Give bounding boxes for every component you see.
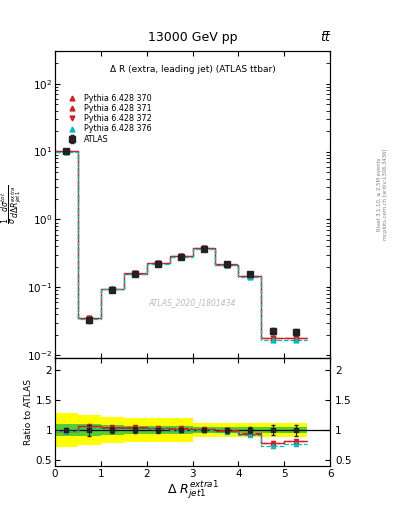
Pythia 6.428 371 bbox=[202, 245, 206, 251]
Pythia 6.428 370 bbox=[133, 270, 138, 276]
Y-axis label: $\frac{1}{\sigma}\frac{d\sigma^{tot}}{d\Delta R_{jet1}^{extra}}$: $\frac{1}{\sigma}\frac{d\sigma^{tot}}{d\… bbox=[0, 185, 24, 224]
Pythia 6.428 376 bbox=[202, 246, 206, 252]
Pythia 6.428 376 bbox=[133, 271, 138, 277]
X-axis label: $\Delta\ R_{jet1}^{extra1}$: $\Delta\ R_{jet1}^{extra1}$ bbox=[167, 480, 219, 502]
Text: tt̅: tt̅ bbox=[320, 31, 330, 44]
Pythia 6.428 370 bbox=[179, 253, 184, 260]
Text: Δ R (extra, leading jet) (ATLAS ttbar): Δ R (extra, leading jet) (ATLAS ttbar) bbox=[110, 65, 275, 74]
Line: Pythia 6.428 376: Pythia 6.428 376 bbox=[64, 149, 298, 342]
Line: Pythia 6.428 371: Pythia 6.428 371 bbox=[64, 149, 298, 340]
Pythia 6.428 370 bbox=[248, 273, 252, 280]
Text: ATLAS_2020_I1801434: ATLAS_2020_I1801434 bbox=[149, 298, 236, 308]
Pythia 6.428 371 bbox=[133, 270, 138, 276]
Pythia 6.428 372 bbox=[156, 260, 161, 266]
Pythia 6.428 371 bbox=[293, 335, 298, 341]
Pythia 6.428 370 bbox=[87, 315, 92, 322]
Pythia 6.428 370 bbox=[225, 262, 230, 268]
Pythia 6.428 370 bbox=[64, 148, 69, 154]
Line: Pythia 6.428 372: Pythia 6.428 372 bbox=[64, 149, 298, 340]
Pythia 6.428 372 bbox=[110, 286, 115, 292]
Pythia 6.428 370 bbox=[202, 245, 206, 251]
Pythia 6.428 372 bbox=[270, 335, 275, 341]
Pythia 6.428 370 bbox=[156, 261, 161, 267]
Text: mcplots.cern.ch [arXiv:1306.3436]: mcplots.cern.ch [arXiv:1306.3436] bbox=[383, 149, 387, 240]
Legend: Pythia 6.428 370, Pythia 6.428 371, Pythia 6.428 372, Pythia 6.428 376, ATLAS: Pythia 6.428 370, Pythia 6.428 371, Pyth… bbox=[62, 92, 154, 145]
Pythia 6.428 371 bbox=[248, 273, 252, 279]
Pythia 6.428 376 bbox=[225, 262, 230, 268]
Pythia 6.428 376 bbox=[248, 274, 252, 280]
Pythia 6.428 372 bbox=[293, 335, 298, 341]
Pythia 6.428 376 bbox=[156, 261, 161, 267]
Pythia 6.428 376 bbox=[179, 254, 184, 260]
Pythia 6.428 372 bbox=[225, 261, 230, 267]
Text: Rivet 3.1.10, ≥ 2.5M events: Rivet 3.1.10, ≥ 2.5M events bbox=[377, 158, 382, 231]
Pythia 6.428 370 bbox=[293, 335, 298, 341]
Pythia 6.428 370 bbox=[270, 335, 275, 341]
Pythia 6.428 372 bbox=[133, 270, 138, 276]
Text: 13000 GeV pp: 13000 GeV pp bbox=[148, 31, 237, 44]
Y-axis label: Ratio to ATLAS: Ratio to ATLAS bbox=[24, 379, 33, 445]
Pythia 6.428 372 bbox=[202, 245, 206, 251]
Pythia 6.428 371 bbox=[156, 260, 161, 266]
Pythia 6.428 376 bbox=[87, 316, 92, 322]
Pythia 6.428 372 bbox=[179, 253, 184, 259]
Pythia 6.428 372 bbox=[87, 315, 92, 322]
Pythia 6.428 372 bbox=[248, 273, 252, 279]
Pythia 6.428 370 bbox=[110, 286, 115, 292]
Pythia 6.428 371 bbox=[179, 253, 184, 260]
Pythia 6.428 372 bbox=[64, 148, 69, 154]
Pythia 6.428 376 bbox=[110, 286, 115, 292]
Pythia 6.428 371 bbox=[270, 335, 275, 341]
Pythia 6.428 376 bbox=[293, 336, 298, 343]
Pythia 6.428 371 bbox=[110, 286, 115, 292]
Pythia 6.428 371 bbox=[64, 148, 69, 154]
Line: Pythia 6.428 370: Pythia 6.428 370 bbox=[64, 149, 298, 340]
Pythia 6.428 376 bbox=[64, 148, 69, 155]
Pythia 6.428 376 bbox=[270, 336, 275, 343]
Pythia 6.428 371 bbox=[225, 261, 230, 267]
Pythia 6.428 371 bbox=[87, 315, 92, 322]
